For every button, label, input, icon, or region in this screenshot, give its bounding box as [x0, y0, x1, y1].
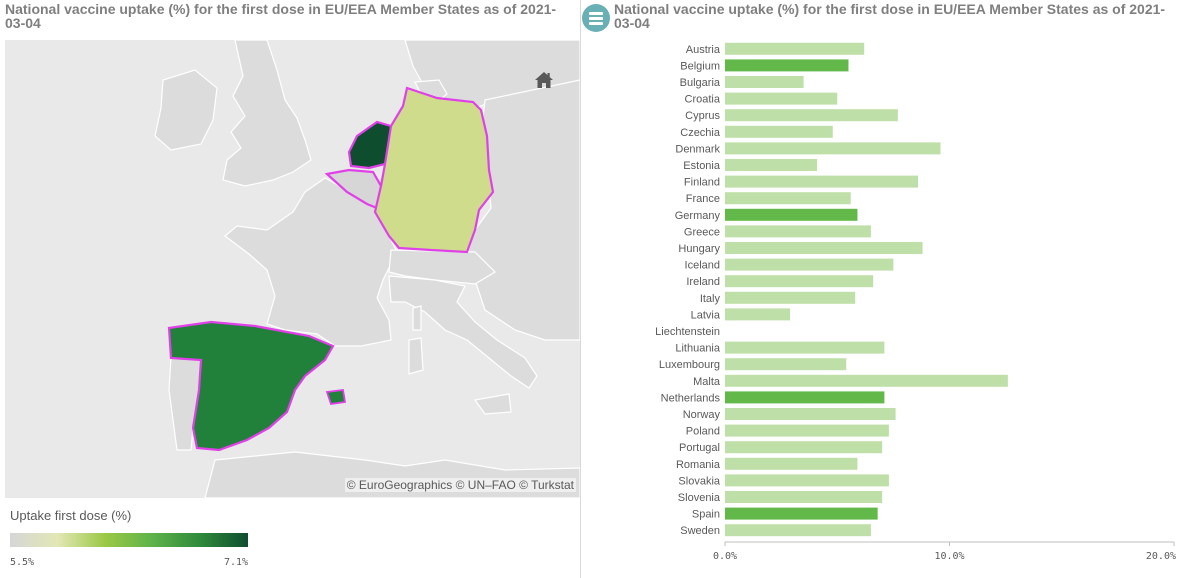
bar[interactable] [725, 291, 856, 304]
bar[interactable] [725, 374, 1008, 387]
bar[interactable] [725, 341, 885, 354]
bar[interactable] [725, 175, 919, 188]
category-label: Norway [683, 409, 721, 421]
map-attribution: © EuroGeographics © UN–FAO © Turkstat [344, 478, 576, 492]
category-label: Portugal [679, 442, 720, 454]
bar[interactable] [725, 242, 923, 254]
bar[interactable] [725, 507, 878, 520]
map-title: National vaccine uptake (%) for the firs… [5, 1, 557, 31]
category-label: Bulgaria [680, 77, 721, 89]
category-label: France [686, 193, 720, 205]
country-germany[interactable] [373, 86, 495, 254]
country-alpine[interactable] [388, 249, 496, 285]
category-label: Romania [676, 459, 721, 471]
bar-chart-title: National vaccine uptake (%) for the firs… [614, 1, 1166, 31]
bar[interactable] [725, 457, 858, 470]
bar[interactable] [725, 491, 883, 503]
bar[interactable] [725, 258, 894, 271]
home-icon [535, 72, 553, 88]
bar[interactable] [725, 524, 871, 537]
category-label: Greece [684, 226, 720, 238]
island-sardinia[interactable] [408, 337, 424, 375]
bar-chart[interactable]: Austria Belgium Bulgaria Croatia Cyprus Czech… [582, 0, 1181, 578]
bar[interactable] [725, 192, 851, 205]
legend-max-label: 7.1% [224, 557, 249, 568]
x-tick-label: 0.0% [713, 551, 737, 562]
bar[interactable] [725, 92, 838, 105]
category-label: Slovakia [678, 475, 720, 487]
bar[interactable] [725, 208, 858, 221]
category-label: Austria [686, 44, 721, 56]
bar[interactable] [725, 441, 883, 454]
country-ireland[interactable] [154, 69, 218, 151]
category-label: Hungary [678, 243, 720, 255]
bar[interactable] [725, 275, 874, 288]
bar[interactable] [725, 391, 885, 404]
category-label: Italy [700, 293, 721, 305]
category-label: Ireland [686, 276, 720, 288]
island-sicily[interactable] [473, 393, 512, 415]
bar[interactable] [725, 225, 871, 238]
category-label: Poland [686, 426, 720, 438]
bar[interactable] [725, 308, 791, 321]
category-label: Sweden [680, 525, 720, 537]
legend-color-scale [10, 533, 248, 547]
category-label: Germany [675, 210, 721, 222]
x-tick-label: 20.0% [1146, 551, 1176, 562]
bar[interactable] [725, 59, 849, 72]
map-canvas[interactable]: © EuroGeographics © UN–FAO © Turkstat [5, 40, 580, 498]
category-label: Slovenia [678, 492, 721, 504]
category-label: Czechia [680, 127, 721, 139]
bar[interactable] [725, 474, 889, 487]
country-spain[interactable] [167, 320, 335, 452]
category-label: Latvia [691, 309, 721, 321]
category-label: Lithuania [675, 343, 721, 355]
europe-map[interactable] [5, 40, 580, 498]
bar[interactable] [725, 159, 818, 171]
x-tick-label: 10.0% [934, 551, 964, 562]
country-great-britain[interactable] [222, 40, 312, 187]
category-label: Liechtenstein [655, 326, 720, 338]
category-label: Finland [684, 177, 720, 189]
home-button[interactable] [534, 70, 554, 90]
bar[interactable] [725, 358, 847, 371]
legend-min-label: 5.5% [10, 557, 35, 568]
legend-title: Uptake first dose (%) [10, 508, 132, 523]
bar[interactable] [725, 76, 804, 88]
category-label: Spain [692, 509, 720, 521]
category-label: Iceland [685, 260, 720, 272]
category-label: Luxembourg [659, 359, 720, 371]
category-label: Netherlands [661, 392, 721, 404]
bar[interactable] [725, 142, 941, 155]
hamburger-menu-icon[interactable] [582, 4, 610, 32]
category-label: Cyprus [685, 110, 720, 122]
bar[interactable] [725, 42, 865, 55]
bar[interactable] [725, 125, 833, 138]
category-label: Malta [693, 376, 721, 388]
category-label: Belgium [680, 60, 720, 72]
bar[interactable] [725, 424, 889, 437]
bar-chart-panel: National vaccine uptake (%) for the firs… [582, 0, 1181, 578]
bar[interactable] [725, 109, 898, 122]
map-panel: National vaccine uptake (%) for the firs… [0, 0, 581, 578]
category-label: Estonia [683, 160, 721, 172]
island-corsica[interactable] [412, 305, 422, 331]
bar[interactable] [725, 408, 896, 420]
island-mallorca[interactable] [325, 388, 347, 405]
category-label: Croatia [685, 94, 721, 106]
category-label: Denmark [675, 143, 720, 155]
